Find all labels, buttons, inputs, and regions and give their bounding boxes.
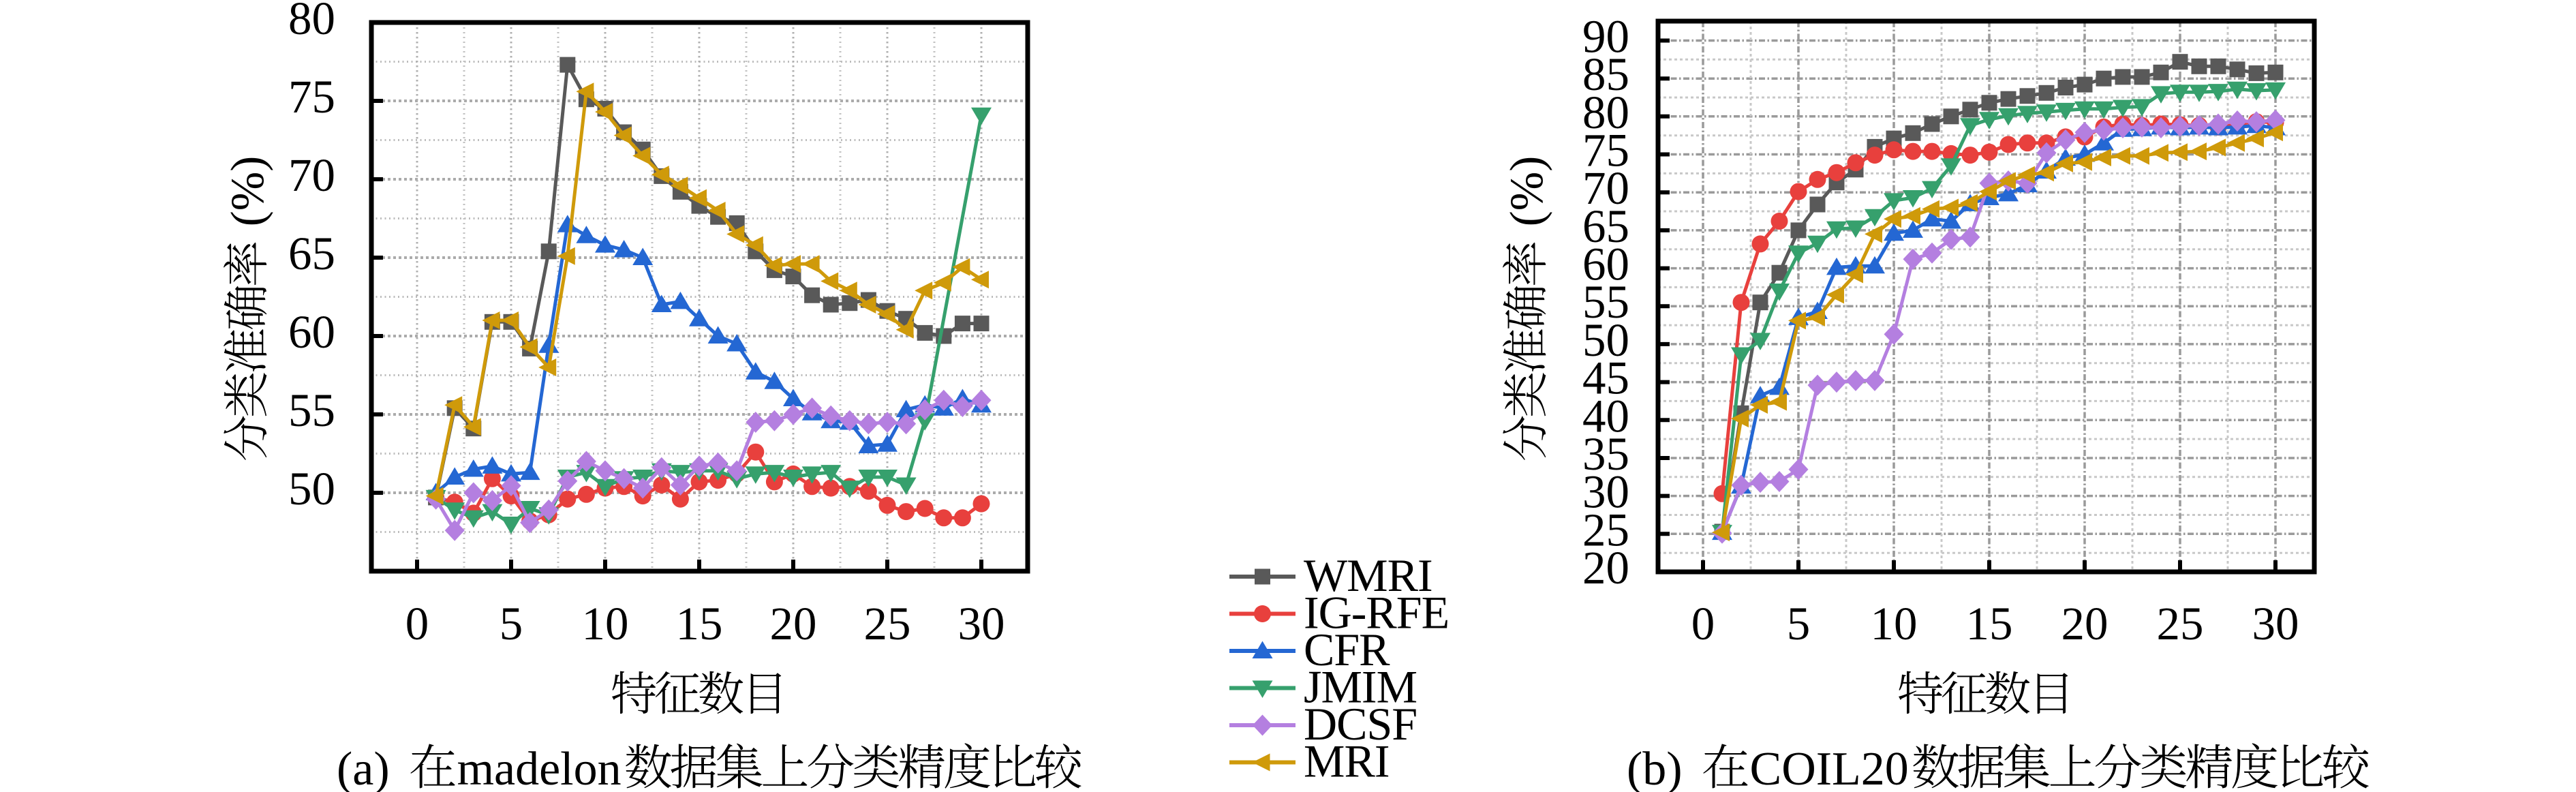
svg-text:15: 15 bbox=[1966, 598, 2013, 650]
svg-text:20: 20 bbox=[2061, 598, 2109, 650]
svg-text:40: 40 bbox=[1582, 390, 1629, 442]
svg-text:25: 25 bbox=[2157, 598, 2204, 650]
svg-text:25: 25 bbox=[1582, 504, 1629, 555]
svg-text:60: 60 bbox=[1582, 239, 1629, 290]
svg-text:5: 5 bbox=[500, 598, 523, 650]
svg-text:25: 25 bbox=[864, 598, 911, 650]
svg-text:15: 15 bbox=[676, 598, 723, 650]
svg-text:85: 85 bbox=[1582, 48, 1629, 100]
svg-text:MRI: MRI bbox=[1304, 735, 1389, 787]
svg-text:50: 50 bbox=[288, 463, 335, 515]
svg-text:20: 20 bbox=[770, 598, 817, 650]
svg-text:20: 20 bbox=[1582, 542, 1629, 594]
svg-text:10: 10 bbox=[582, 598, 629, 650]
svg-text:30: 30 bbox=[2252, 598, 2299, 650]
svg-text:COIL20: COIL20 bbox=[1750, 743, 1909, 792]
svg-text:(%): (%) bbox=[1501, 156, 1552, 226]
svg-text:0: 0 bbox=[405, 598, 429, 650]
svg-text:45: 45 bbox=[1582, 352, 1629, 404]
svg-text:CFR: CFR bbox=[1304, 624, 1390, 675]
svg-text:30: 30 bbox=[1582, 466, 1629, 518]
svg-text:0: 0 bbox=[1691, 598, 1715, 650]
svg-text:55: 55 bbox=[288, 384, 335, 436]
svg-text:65: 65 bbox=[1582, 200, 1629, 252]
svg-text:70: 70 bbox=[1582, 162, 1629, 214]
svg-text:65: 65 bbox=[288, 228, 335, 279]
svg-text:JMIM: JMIM bbox=[1304, 661, 1417, 713]
svg-text:90: 90 bbox=[1582, 11, 1629, 63]
svg-text:75: 75 bbox=[288, 71, 335, 123]
svg-text:55: 55 bbox=[1582, 276, 1629, 328]
svg-text:(a): (a) bbox=[337, 743, 390, 792]
svg-text:50: 50 bbox=[1582, 314, 1629, 366]
svg-text:35: 35 bbox=[1582, 428, 1629, 480]
svg-text:(%): (%) bbox=[221, 156, 273, 226]
svg-text:75: 75 bbox=[1582, 125, 1629, 177]
svg-text:10: 10 bbox=[1871, 598, 1918, 650]
svg-text:80: 80 bbox=[288, 0, 335, 44]
svg-text:WMRI: WMRI bbox=[1304, 549, 1432, 601]
svg-text:5: 5 bbox=[1787, 598, 1811, 650]
svg-text:DCSF: DCSF bbox=[1304, 698, 1417, 750]
svg-text:30: 30 bbox=[958, 598, 1005, 650]
svg-text:70: 70 bbox=[288, 149, 335, 201]
svg-text:madelon: madelon bbox=[457, 743, 622, 792]
svg-text:IG-RFE: IG-RFE bbox=[1304, 587, 1449, 639]
svg-text:80: 80 bbox=[1582, 87, 1629, 138]
svg-text:(b): (b) bbox=[1627, 743, 1683, 792]
svg-text:60: 60 bbox=[288, 306, 335, 358]
